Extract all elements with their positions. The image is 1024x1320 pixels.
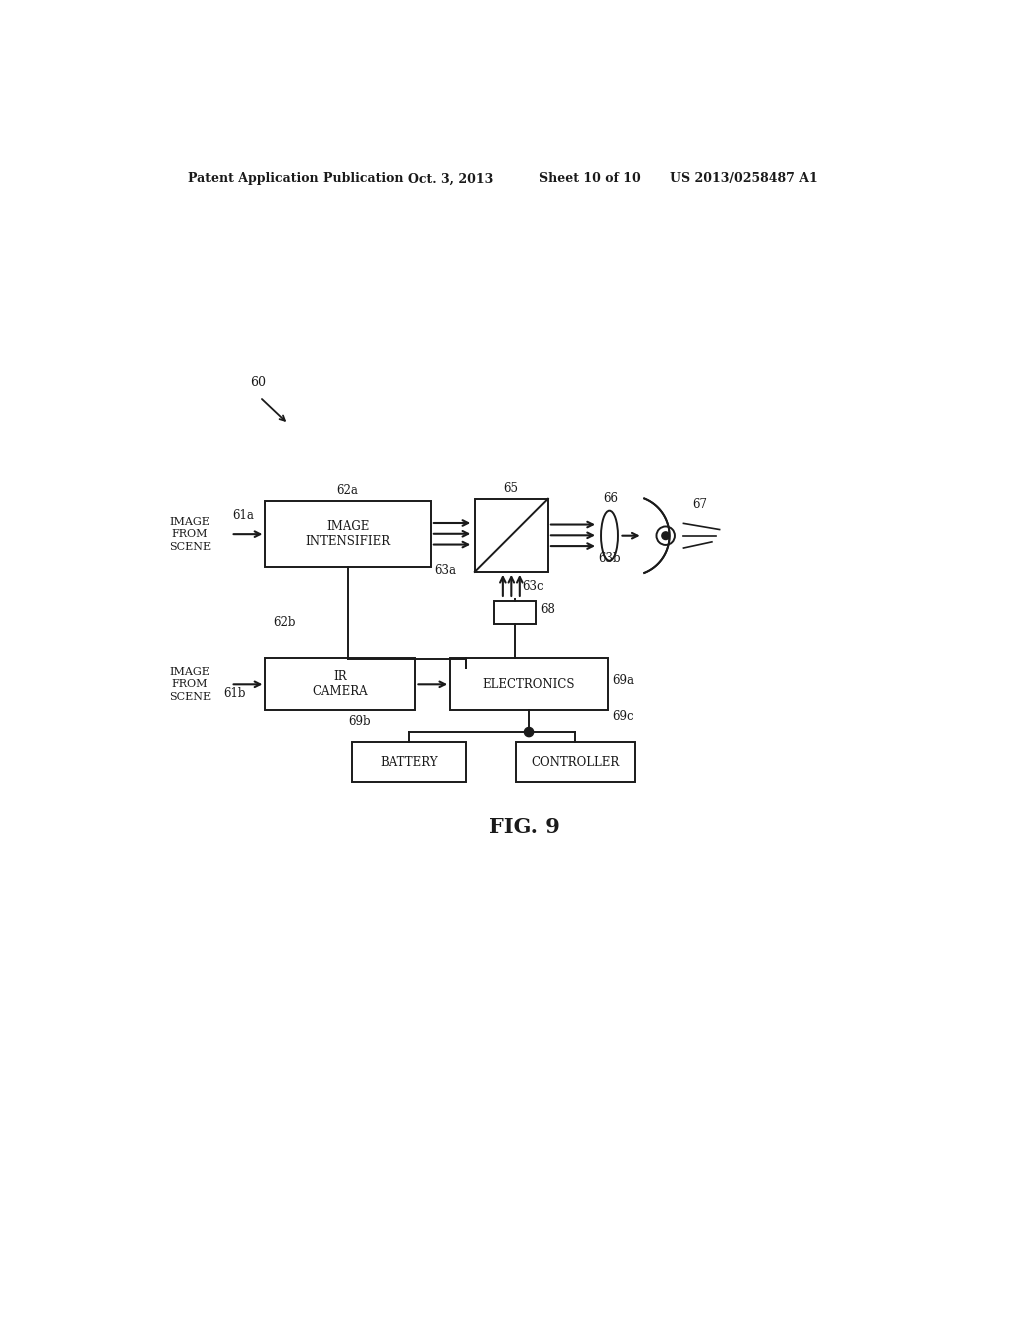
Text: IMAGE
FROM
SCENE: IMAGE FROM SCENE bbox=[169, 667, 211, 702]
Text: 61b: 61b bbox=[223, 686, 246, 700]
Text: BATTERY: BATTERY bbox=[381, 755, 438, 768]
Text: Oct. 3, 2013: Oct. 3, 2013 bbox=[408, 173, 493, 185]
Text: 63c: 63c bbox=[522, 581, 544, 594]
Text: 69b: 69b bbox=[348, 715, 371, 729]
Text: IMAGE
FROM
SCENE: IMAGE FROM SCENE bbox=[169, 516, 211, 552]
Text: US 2013/0258487 A1: US 2013/0258487 A1 bbox=[670, 173, 817, 185]
Text: CONTROLLER: CONTROLLER bbox=[531, 755, 620, 768]
Text: 62a: 62a bbox=[337, 484, 358, 498]
Text: 68: 68 bbox=[541, 603, 555, 615]
Ellipse shape bbox=[601, 511, 617, 561]
Text: 65: 65 bbox=[504, 482, 518, 495]
Text: IMAGE
INTENSIFIER: IMAGE INTENSIFIER bbox=[305, 520, 390, 548]
Bar bbox=[265, 659, 416, 710]
Circle shape bbox=[662, 532, 670, 540]
Text: 69a: 69a bbox=[611, 675, 634, 688]
Text: IR
CAMERA: IR CAMERA bbox=[312, 671, 369, 698]
Text: 62b: 62b bbox=[273, 616, 296, 628]
Bar bbox=[475, 499, 548, 572]
Text: Sheet 10 of 10: Sheet 10 of 10 bbox=[539, 173, 640, 185]
Text: 61a: 61a bbox=[232, 508, 254, 521]
Bar bbox=[515, 742, 635, 781]
Text: FIG. 9: FIG. 9 bbox=[489, 817, 560, 837]
Text: Patent Application Publication: Patent Application Publication bbox=[188, 173, 403, 185]
Text: 69c: 69c bbox=[611, 710, 634, 723]
Text: 66: 66 bbox=[603, 492, 618, 506]
Bar bbox=[494, 601, 537, 624]
Text: ELECTRONICS: ELECTRONICS bbox=[482, 677, 575, 690]
Circle shape bbox=[524, 727, 534, 737]
Bar bbox=[352, 742, 466, 781]
Text: 67: 67 bbox=[692, 498, 708, 511]
Bar bbox=[265, 502, 431, 566]
Text: 63b: 63b bbox=[598, 552, 621, 565]
Text: 63a: 63a bbox=[435, 564, 457, 577]
Text: 60: 60 bbox=[250, 376, 266, 389]
Bar bbox=[451, 659, 608, 710]
